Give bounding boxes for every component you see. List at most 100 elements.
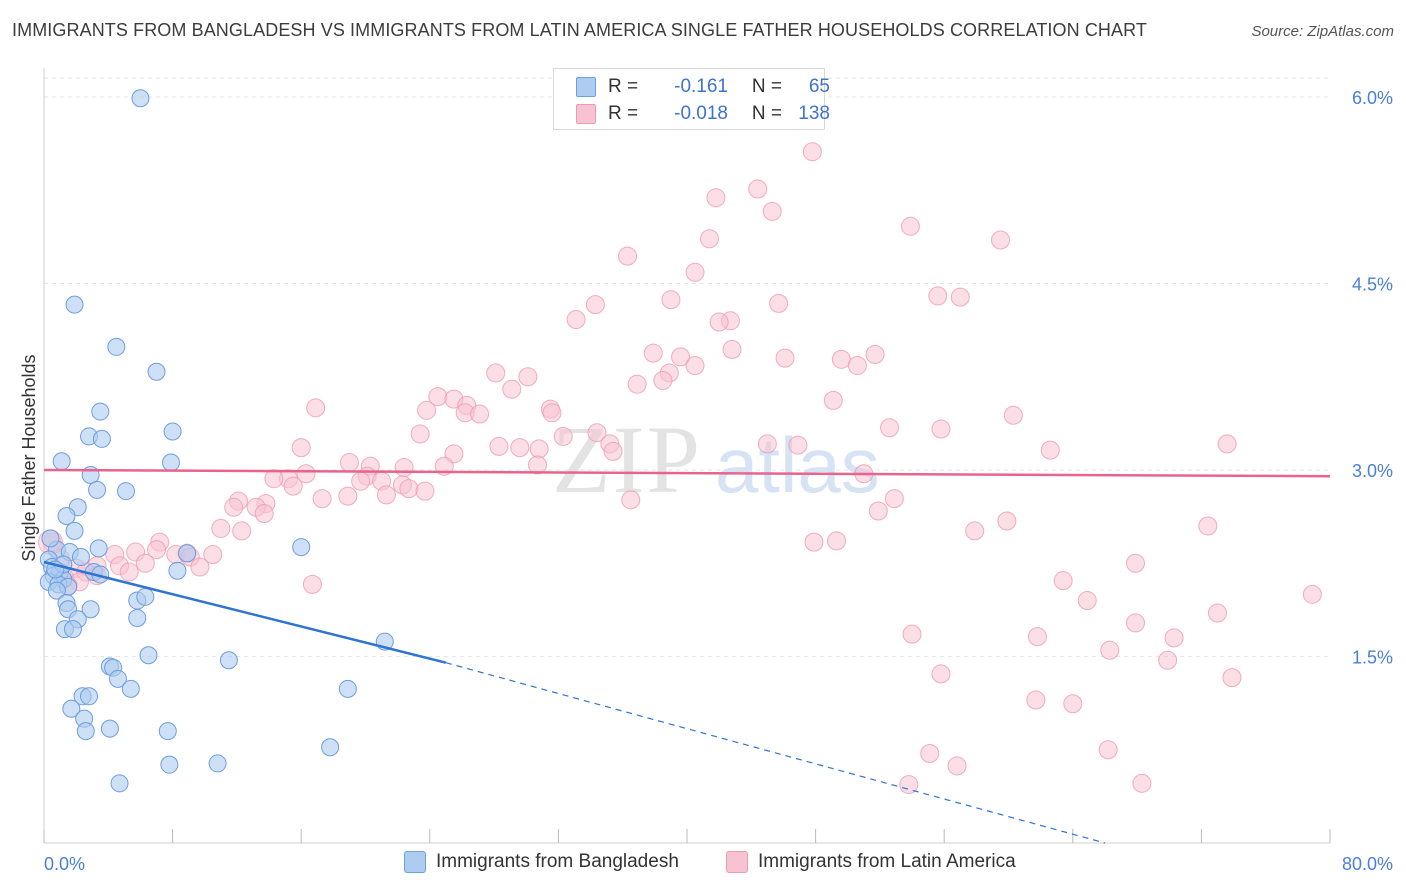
data-point-bangladesh xyxy=(52,452,71,471)
legend-n-label: N = xyxy=(751,103,782,124)
data-point-bangladesh xyxy=(121,679,140,698)
data-point-latin-america xyxy=(566,310,586,330)
data-point-latin-america xyxy=(296,464,316,484)
legend-item-latin-america: Immigrants from Latin America xyxy=(726,851,1016,873)
data-point-bangladesh xyxy=(41,529,60,548)
data-point-latin-america xyxy=(254,504,274,524)
data-point-bangladesh xyxy=(321,738,340,757)
data-point-latin-america xyxy=(685,356,705,376)
legend-row-bangladesh: R = -0.161 N = 65 xyxy=(576,74,830,100)
data-point-latin-america xyxy=(902,624,922,644)
data-point-bangladesh xyxy=(139,646,158,665)
data-point-latin-america xyxy=(376,485,396,505)
data-point-bangladesh xyxy=(65,295,84,314)
data-point-bangladesh xyxy=(292,538,311,557)
data-point-latin-america xyxy=(211,518,231,538)
data-point-latin-america xyxy=(486,363,506,383)
data-point-latin-america xyxy=(965,521,985,541)
data-point-latin-america xyxy=(990,230,1010,250)
data-point-latin-america xyxy=(603,441,623,461)
data-point-latin-america xyxy=(769,293,789,313)
data-point-latin-america xyxy=(757,434,777,454)
data-point-latin-america xyxy=(706,188,726,208)
data-point-latin-america xyxy=(1098,740,1118,760)
data-point-latin-america xyxy=(224,497,244,517)
data-point-latin-america xyxy=(489,436,509,456)
data-point-latin-america xyxy=(709,312,729,332)
axes xyxy=(43,68,1331,844)
data-point-bangladesh xyxy=(136,587,155,606)
data-point-latin-america xyxy=(1217,434,1237,454)
legend-swatch-pink xyxy=(726,851,748,873)
data-point-latin-america xyxy=(928,286,948,306)
data-point-latin-america xyxy=(1164,628,1184,648)
data-point-latin-america xyxy=(931,419,951,439)
data-point-latin-america xyxy=(470,404,490,424)
data-point-latin-america xyxy=(802,142,822,162)
series-latin-america-points xyxy=(37,142,1322,795)
axis-tick-labels: Single Father Households 0.0% 80.0% 1.5%… xyxy=(19,88,1393,874)
data-point-latin-america xyxy=(884,489,904,509)
data-point-latin-america xyxy=(748,179,768,199)
data-point-bangladesh xyxy=(88,480,107,499)
legend-n-value: 138 xyxy=(798,103,830,124)
data-point-latin-america xyxy=(394,458,414,478)
data-point-latin-america xyxy=(804,532,824,552)
data-point-bangladesh xyxy=(178,544,197,563)
data-point-latin-america xyxy=(338,486,358,506)
data-point-latin-america xyxy=(1222,668,1242,688)
data-point-latin-america xyxy=(1027,627,1047,647)
data-point-bangladesh xyxy=(80,687,99,706)
data-point-latin-america xyxy=(1132,773,1152,793)
correlation-legend: R = -0.161 N = 65 R = -0.018 N = 138 xyxy=(553,68,830,130)
data-point-latin-america xyxy=(1125,553,1145,573)
y-tick-label: 6.0% xyxy=(1352,88,1393,108)
data-point-latin-america xyxy=(722,339,742,359)
data-point-latin-america xyxy=(880,418,900,438)
data-point-latin-america xyxy=(147,540,167,560)
trend-line-latin-america xyxy=(43,468,1331,478)
data-point-latin-america xyxy=(1026,690,1046,710)
y-tick-label: 4.5% xyxy=(1352,275,1393,295)
data-point-bangladesh xyxy=(110,774,129,793)
legend-r-label: R = xyxy=(608,76,639,97)
data-point-latin-america xyxy=(997,511,1017,531)
data-point-bangladesh xyxy=(128,608,147,627)
data-point-latin-america xyxy=(1302,584,1322,604)
data-point-latin-america xyxy=(264,469,284,489)
x-tick-label-max: 80.0% xyxy=(1342,854,1393,874)
data-point-bangladesh xyxy=(219,651,238,670)
data-point-bangladesh xyxy=(92,429,111,448)
data-point-latin-america xyxy=(518,367,538,387)
data-point-latin-america xyxy=(190,557,210,577)
data-point-latin-america xyxy=(306,398,326,418)
data-point-latin-america xyxy=(510,438,530,458)
data-point-bangladesh xyxy=(168,561,187,580)
data-point-latin-america xyxy=(203,545,223,565)
data-point-bangladesh xyxy=(89,539,108,558)
data-point-latin-america xyxy=(788,435,808,455)
data-point-latin-america xyxy=(1003,405,1023,425)
y-tick-label: 3.0% xyxy=(1352,461,1393,481)
data-point-latin-america xyxy=(1053,571,1073,591)
data-point-latin-america xyxy=(831,349,851,369)
data-point-bangladesh xyxy=(81,600,100,619)
data-point-latin-america xyxy=(899,775,919,795)
legend-swatch-pink xyxy=(576,104,596,124)
trend-line-bangladesh xyxy=(43,560,447,664)
data-point-bangladesh xyxy=(208,754,227,773)
data-point-latin-america xyxy=(417,400,437,420)
series-bangladesh-points xyxy=(39,89,394,793)
data-point-bangladesh xyxy=(108,669,127,688)
legend-item-bangladesh: Immigrants from Bangladesh xyxy=(404,851,679,873)
trend-lines xyxy=(43,468,1331,844)
data-point-latin-america xyxy=(931,664,951,684)
data-point-bangladesh xyxy=(158,722,177,741)
y-tick-label: 1.5% xyxy=(1352,648,1393,668)
data-point-latin-america xyxy=(621,490,641,510)
data-point-latin-america xyxy=(1100,640,1120,660)
data-point-latin-america xyxy=(627,374,647,394)
data-point-latin-america xyxy=(399,479,419,499)
data-point-latin-america xyxy=(775,348,795,368)
data-point-latin-america xyxy=(1207,603,1227,623)
